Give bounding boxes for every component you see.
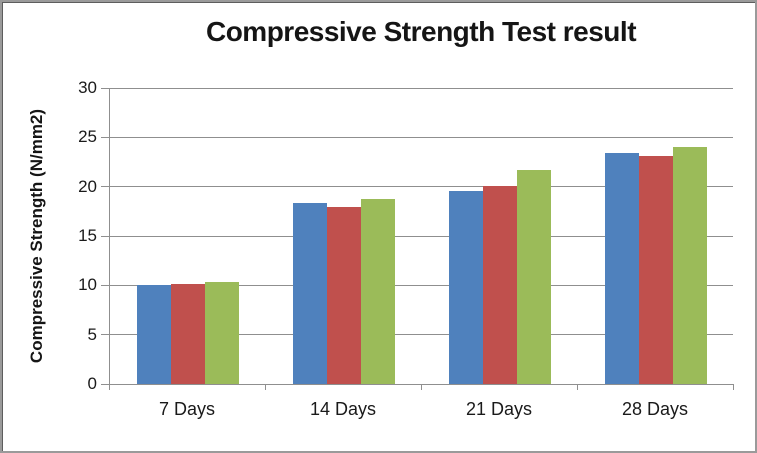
y-tick-mark <box>101 284 109 286</box>
y-tick-label: 15 <box>78 226 97 245</box>
y-tick-mark <box>101 383 109 385</box>
x-tick-mark <box>577 384 578 390</box>
y-tick-mark <box>101 87 109 89</box>
chart-title: Compressive Strength Test result <box>205 16 637 47</box>
x-tick-mark <box>733 384 734 390</box>
bar <box>449 190 483 384</box>
x-tick-mark <box>265 384 266 390</box>
bar <box>293 203 327 384</box>
y-tick-label: 25 <box>78 127 97 147</box>
gridline <box>109 284 733 286</box>
bar <box>483 185 517 384</box>
x-category-label: 14 Days <box>309 399 377 419</box>
bar <box>137 285 171 384</box>
y-tick-mark <box>101 136 109 138</box>
x-category-label: 21 Days <box>465 399 533 419</box>
y-tick-label: 20 <box>78 176 97 196</box>
bar <box>517 169 551 384</box>
bar <box>205 282 239 384</box>
y-tick-mark <box>101 186 109 188</box>
x-category-label: 28 Days <box>621 399 689 419</box>
bar <box>605 153 639 384</box>
bar <box>171 284 205 384</box>
x-category-label: 7 Days <box>158 399 216 419</box>
y-tick-label: 0 <box>87 374 97 393</box>
bar <box>361 199 395 384</box>
gridline <box>109 186 733 188</box>
bar <box>327 207 361 384</box>
bar <box>639 156 673 384</box>
bar <box>673 147 707 384</box>
axis-line-y <box>109 88 110 384</box>
gridline <box>109 235 733 237</box>
y-tick-mark <box>101 334 109 336</box>
gridline <box>109 334 733 336</box>
y-tick-label: 5 <box>87 324 97 344</box>
gridline <box>109 87 733 89</box>
x-tick-mark <box>109 384 110 390</box>
y-tick-label: 30 <box>78 78 97 97</box>
y-tick-mark <box>101 235 109 237</box>
y-tick-label: 10 <box>78 275 97 295</box>
x-tick-mark <box>421 384 422 390</box>
gridline <box>109 136 733 138</box>
